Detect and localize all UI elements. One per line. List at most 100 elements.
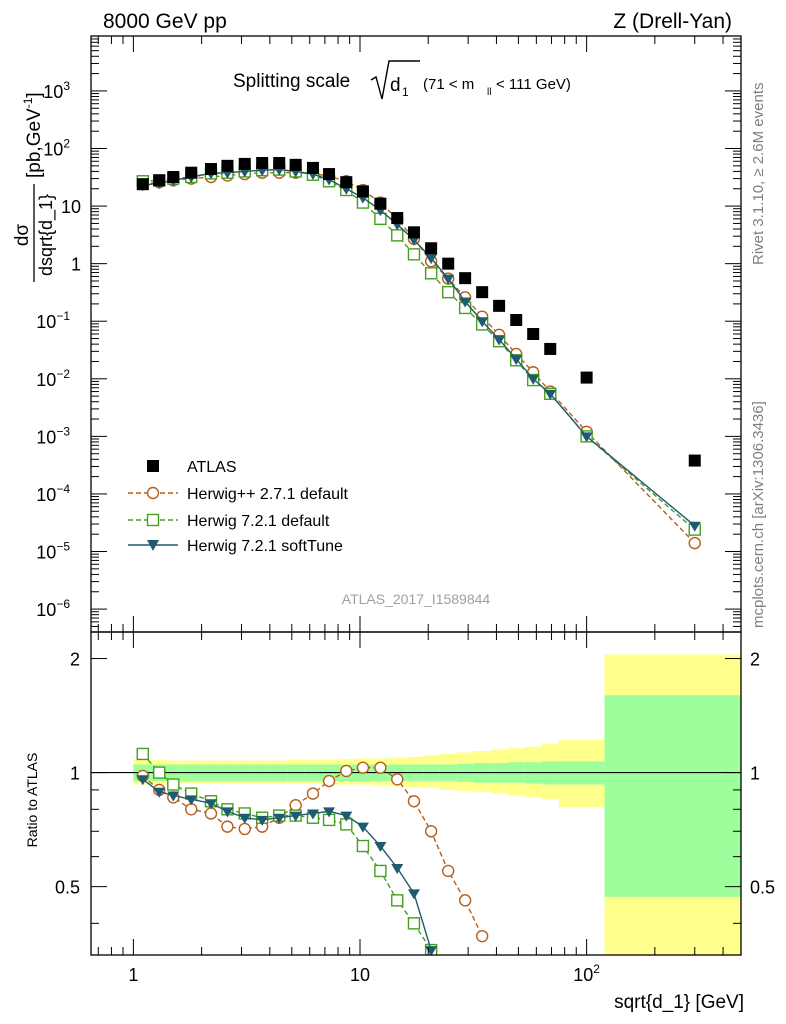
legend-item-atlas: ATLAS: [147, 459, 237, 476]
y-tick-label-base: 10: [36, 427, 56, 447]
title-sqrt-sub: 1: [402, 85, 409, 99]
ratio-y-tick-label-right: 1: [750, 764, 760, 784]
ratio-point-softtune: [374, 842, 387, 853]
ratio-point-herwigpp: [322, 774, 336, 788]
legend-label-atlas: ATLAS: [187, 459, 237, 476]
main-point-atlas: [493, 299, 506, 312]
main-point-softtune: [510, 355, 523, 366]
ratio-y-tick-label-left: 0.5: [55, 878, 80, 898]
y-tick-label: 1: [71, 255, 81, 275]
main-point-atlas: [407, 226, 420, 239]
ratio-point-herwigpp: [407, 795, 421, 808]
y-tick-label-base: 10: [36, 543, 56, 563]
ratio-point-herwig721: [153, 766, 166, 779]
ylabel-unit-close: ]: [24, 92, 45, 97]
ratio-point-herwigpp: [340, 764, 353, 778]
ylabel-numerator: dσ: [12, 224, 33, 247]
main-point-atlas: [289, 158, 302, 171]
ratio-point-herwigpp: [458, 894, 472, 907]
ratio-point-herwig721: [356, 839, 370, 853]
title-range-a: (71 < m: [423, 76, 474, 93]
legend-label-herwig721: Herwig 7.2.1 default: [187, 513, 330, 530]
legend: ATLAS Herwig++ 2.7.1 default Herwig 7.2.…: [128, 459, 349, 555]
title-main: Splitting scale: [233, 71, 350, 92]
title-sqrt-var: d: [390, 75, 401, 96]
main-point-atlas: [391, 212, 404, 225]
ratio-point-herwigpp: [238, 822, 251, 836]
ylabel-denominator: dsqrt{d_1}: [36, 194, 57, 276]
ratio-point-softtune: [340, 811, 353, 822]
y-tick-label: 10−5: [36, 540, 70, 563]
x-axis-label: sqrt{d_1} [GeV]: [614, 992, 744, 1013]
ratio-series: [136, 747, 489, 955]
legend-label-herwigpp: Herwig++ 2.7.1 default: [187, 486, 349, 503]
y-tick-label-base: 10: [36, 312, 56, 332]
x-tick-label-base: 10: [350, 965, 370, 985]
main-point-atlas: [273, 157, 286, 170]
main-point-herwig721: [424, 267, 438, 280]
y-tick-label-exp: 3: [63, 79, 70, 93]
ratio-point-herwigpp: [441, 864, 455, 878]
source-label: mcplots.cern.ch [arXiv:1306.3436]: [750, 401, 767, 628]
main-point-atlas: [167, 171, 180, 184]
ratio-point-softtune: [323, 807, 336, 818]
ratio-point-herwigpp: [289, 799, 302, 812]
main-point-atlas: [688, 454, 701, 467]
main-point-atlas: [136, 178, 149, 191]
ratio-point-herwigpp: [185, 803, 198, 816]
main-point-atlas: [580, 371, 593, 384]
ratio-point-softtune: [256, 815, 269, 826]
main-point-softtune: [580, 432, 593, 443]
main-point-atlas: [204, 163, 217, 176]
y-tick-label: 10: [61, 197, 81, 217]
main-point-softtune: [442, 274, 455, 285]
ratio-point-herwigpp: [306, 787, 320, 800]
ratio-point-softtune: [391, 863, 404, 874]
legend-label-softtune: Herwig 7.2.1 softTune: [187, 538, 343, 555]
y-tick-label: 103: [43, 79, 70, 102]
main-point-atlas: [425, 242, 438, 255]
main-point-atlas: [374, 197, 387, 210]
ratio-point-softtune: [273, 813, 286, 824]
y-tick-label-base: 10: [36, 370, 56, 390]
main-point-atlas: [221, 159, 234, 172]
energy-label: 8000 GeV pp: [103, 10, 227, 33]
title-range-sub: ll: [487, 87, 491, 98]
ratio-y-tick-label-right: 0.5: [750, 878, 775, 898]
main-title: Splitting scale d 1 (71 < m ll < 111 GeV…: [233, 60, 571, 100]
main-point-atlas: [340, 176, 353, 189]
ratio-point-herwigpp: [204, 807, 218, 820]
ratio-point-softtune: [238, 813, 251, 824]
main-point-softtune: [476, 317, 489, 328]
ratio-point-herwigpp: [221, 820, 234, 833]
legend-item-herwig721: Herwig 7.2.1 default: [128, 513, 330, 530]
main-point-atlas: [510, 314, 523, 327]
y-tick-label-exp: −5: [56, 540, 70, 554]
ratio-point-herwigpp: [356, 761, 370, 774]
main-point-atlas: [476, 286, 489, 299]
main-point-atlas: [442, 257, 455, 270]
main-point-softtune: [459, 297, 472, 308]
y-tick-label-base: 10: [36, 600, 56, 620]
legend-marker-herwigpp: [146, 486, 160, 500]
y-axis-label: dσ dsqrt{d_1} [pb,GeV-1]: [12, 92, 57, 282]
sqrt-symbol: [370, 60, 420, 100]
main-point-atlas: [356, 185, 369, 198]
main-point-herwig721: [441, 285, 455, 299]
y-tick-label-base: 10: [43, 140, 63, 160]
y-tick-label-exp: −3: [56, 424, 70, 438]
y-tick-label-exp: −4: [56, 482, 70, 496]
ratio-point-softtune: [306, 809, 319, 820]
process-label: Z (Drell-Yan): [613, 10, 732, 33]
ratio-point-softtune: [221, 807, 234, 818]
legend-marker-atlas: [147, 460, 159, 472]
band-inner-26: [604, 695, 741, 897]
y-tick-label-exp: −2: [56, 367, 70, 381]
y-tick-label-exp: 2: [63, 137, 70, 151]
main-point-softtune: [425, 254, 438, 265]
main-point-atlas: [527, 328, 540, 340]
ratio-point-softtune: [167, 791, 180, 802]
ratio-point-softtune: [356, 822, 369, 833]
ratio-point-softtune: [153, 787, 166, 798]
